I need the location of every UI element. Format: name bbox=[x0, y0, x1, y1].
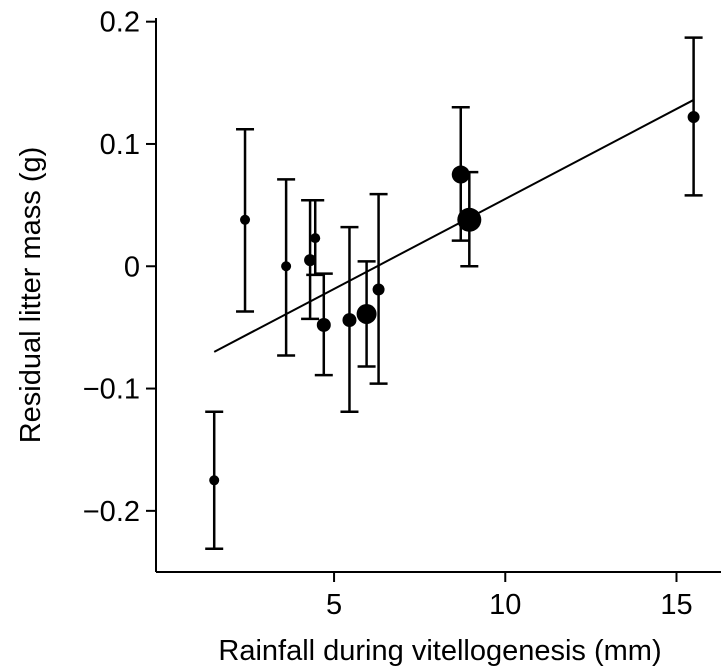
regression-line bbox=[213, 99, 695, 353]
x-tick-label: 15 bbox=[660, 589, 692, 621]
y-tick-label: −0.1 bbox=[83, 374, 140, 406]
fit-layer bbox=[213, 99, 695, 353]
data-point bbox=[240, 214, 251, 225]
y-tick-label: 0.1 bbox=[100, 129, 140, 161]
data-point bbox=[281, 261, 292, 272]
x-tick-label: 10 bbox=[489, 589, 521, 621]
data-point bbox=[356, 303, 377, 324]
data-point bbox=[342, 313, 357, 328]
data-point bbox=[457, 207, 482, 232]
x-axis-label: Rainfall during vitellogenesis (mm) bbox=[218, 635, 661, 667]
data-point bbox=[687, 111, 700, 124]
data-point bbox=[310, 233, 321, 244]
data-point bbox=[316, 317, 331, 332]
x-tick-label: 5 bbox=[326, 589, 342, 621]
axes-layer: −0.2 −0.1 0 0.1 0.2 5 10 15 bbox=[83, 7, 721, 621]
data-point bbox=[304, 254, 317, 267]
y-tick-label: 0.2 bbox=[100, 7, 140, 39]
points-layer bbox=[205, 36, 703, 551]
y-tick-label: 0 bbox=[124, 251, 140, 283]
data-point bbox=[451, 165, 470, 184]
data-point bbox=[209, 475, 220, 486]
y-tick-label: −0.2 bbox=[83, 496, 140, 528]
y-axis-label: Residual litter mass (g) bbox=[15, 147, 47, 444]
labels-layer: Rainfall during vitellogenesis (mm) Resi… bbox=[15, 147, 662, 667]
data-point bbox=[372, 283, 385, 296]
